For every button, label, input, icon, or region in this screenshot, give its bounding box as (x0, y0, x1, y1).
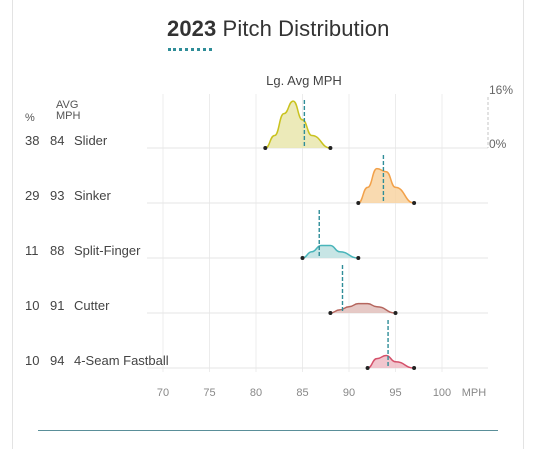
scale-top-label: 16% (489, 83, 513, 97)
area-fill-3 (330, 303, 396, 313)
x-tick-90: 90 (343, 387, 355, 399)
card-frame (12, 0, 524, 449)
area-fill-1 (358, 168, 415, 203)
row-avg-3: 91 (50, 298, 64, 313)
row-avg-4: 94 (50, 353, 64, 368)
x-tick-80: 80 (250, 387, 262, 399)
min-dot-4 (365, 366, 370, 370)
title-underline (168, 48, 212, 51)
col-header-avg-1: MPH (56, 110, 81, 122)
area-line-4 (367, 354, 415, 369)
title-year: 2023 (167, 16, 217, 41)
area-line-3 (330, 302, 396, 314)
row-name-3: Cutter (74, 298, 110, 313)
row-name-0: Slider (74, 133, 108, 148)
area-line-2 (302, 244, 359, 259)
col-header-avg-0: AVG (56, 99, 78, 111)
max-dot-0 (328, 146, 333, 150)
min-dot-3 (328, 311, 333, 315)
area-line-0 (265, 100, 331, 149)
row-avg-0: 84 (50, 133, 64, 148)
min-dot-2 (300, 256, 305, 260)
page-title: 2023 Pitch Distribution (167, 16, 389, 42)
row-pct-0: 38 (25, 133, 39, 148)
row-name-4: 4-Seam Fastball (74, 353, 169, 368)
row-pct-2: 11 (25, 243, 39, 258)
x-tick-85: 85 (296, 387, 308, 399)
row-name-2: Split-Finger (74, 243, 141, 258)
row-avg-1: 93 (50, 188, 64, 203)
x-tick-100: 100 (433, 387, 451, 399)
row-pct-3: 10 (25, 298, 39, 313)
x-tick-70: 70 (157, 387, 169, 399)
row-avg-2: 88 (50, 243, 64, 258)
x-unit-label: MPH (462, 387, 487, 399)
row-pct-1: 29 (25, 188, 39, 203)
lg-avg-label: Lg. Avg MPH (266, 73, 342, 88)
min-dot-0 (263, 146, 268, 150)
max-dot-3 (393, 311, 398, 315)
max-dot-4 (412, 366, 417, 370)
max-dot-1 (412, 201, 417, 205)
bottom-divider (38, 430, 498, 431)
min-dot-1 (356, 201, 361, 205)
x-tick-75: 75 (203, 387, 215, 399)
row-name-1: Sinker (74, 188, 112, 203)
area-line-1 (358, 167, 415, 204)
scale-bottom-label: 0% (489, 137, 507, 151)
title-text: Pitch Distribution (216, 16, 390, 41)
x-tick-95: 95 (389, 387, 401, 399)
row-pct-4: 10 (25, 353, 39, 368)
col-header-pct: % (25, 112, 35, 124)
max-dot-2 (356, 256, 361, 260)
